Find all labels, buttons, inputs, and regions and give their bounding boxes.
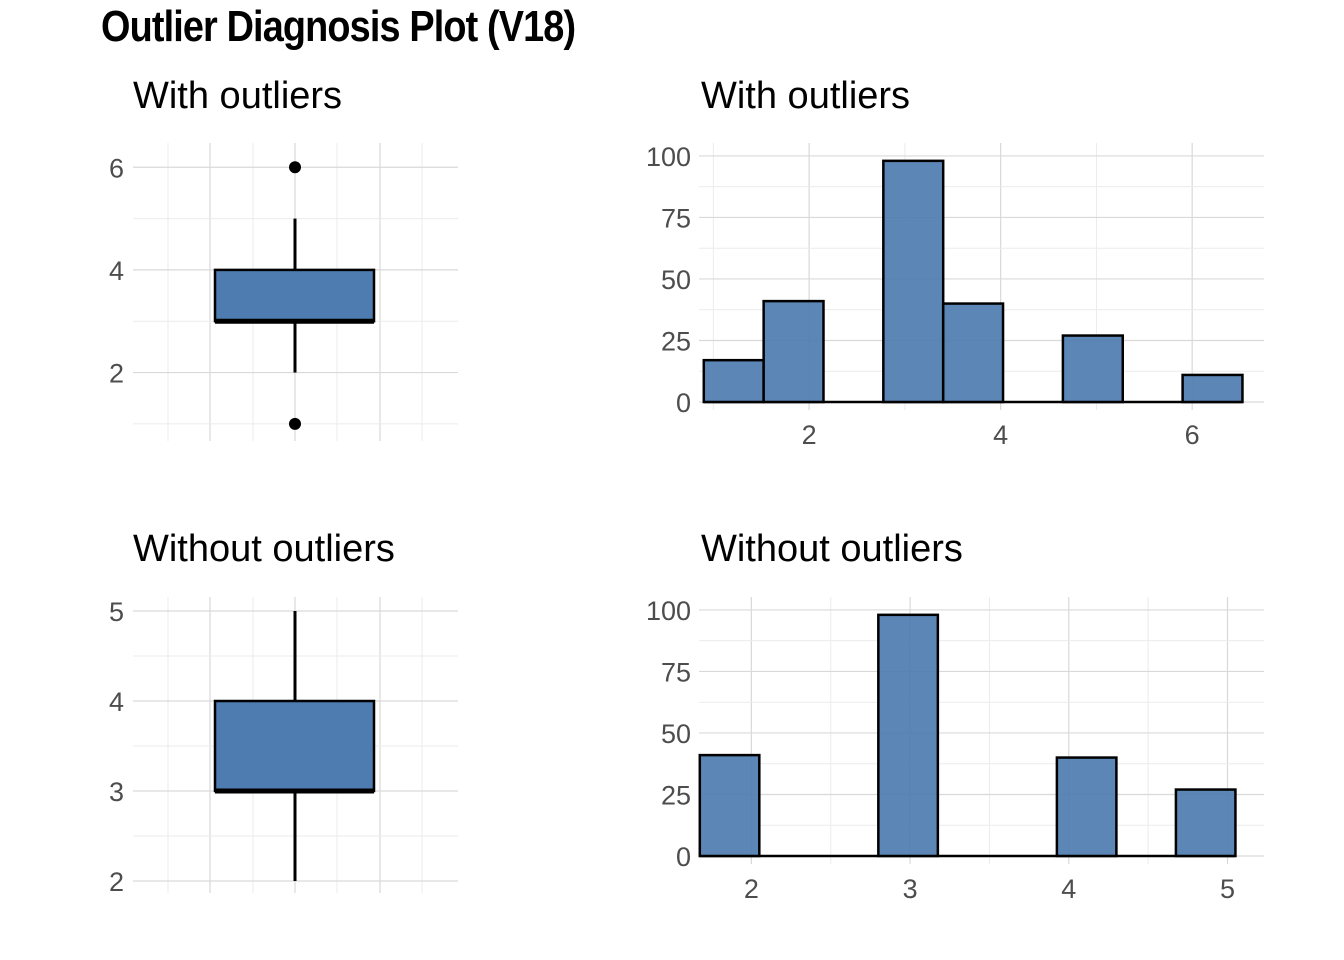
histogram-bar xyxy=(762,299,825,404)
histogram-with-outliers-panel: With outliers 0 25 50 75 100 2 4 6 xyxy=(646,75,1264,450)
histogram-bar xyxy=(1181,373,1244,404)
y-tick-label: 25 xyxy=(661,780,691,810)
y-tick-label: 5 xyxy=(109,597,124,627)
panel-title: Without outliers xyxy=(701,528,963,570)
box-iqr xyxy=(213,699,376,793)
y-tick-label: 3 xyxy=(109,777,124,807)
x-tick-label: 3 xyxy=(903,874,918,904)
y-tick-label: 0 xyxy=(676,842,691,872)
page-title: Outlier Diagnosis Plot (V18) xyxy=(101,2,576,51)
y-tick-label: 25 xyxy=(661,326,691,356)
histogram-bar xyxy=(1055,756,1118,858)
y-tick-label: 2 xyxy=(109,867,124,897)
x-tick-label: 4 xyxy=(993,420,1008,450)
box-iqr xyxy=(213,268,376,323)
histogram-bar xyxy=(882,159,945,404)
histogram-bar xyxy=(1174,788,1237,858)
boxplot-without-outliers-panel: Without outliers 2 3 4 5 xyxy=(109,528,458,897)
outlier-point xyxy=(289,417,301,430)
y-tick-label: 50 xyxy=(661,265,691,295)
histogram-bar xyxy=(877,613,940,858)
y-tick-label: 0 xyxy=(676,388,691,418)
x-tick-label: 5 xyxy=(1220,874,1235,904)
histogram-without-outliers-panel: Without outliers 0 25 50 75 100 2 3 4 5 xyxy=(646,528,1264,904)
y-tick-label: 100 xyxy=(646,596,691,626)
y-tick-label: 100 xyxy=(646,142,691,172)
y-tick-label: 4 xyxy=(109,687,124,717)
x-tick-label: 2 xyxy=(744,874,759,904)
x-tick-label: 2 xyxy=(802,420,817,450)
outlier-point xyxy=(289,161,301,174)
y-tick-label: 75 xyxy=(661,203,691,233)
x-tick-label: 6 xyxy=(1185,420,1200,450)
panel-title: With outliers xyxy=(133,75,342,117)
panel-title: Without outliers xyxy=(133,528,395,570)
x-tick-label: 4 xyxy=(1061,874,1076,904)
histogram-bar xyxy=(941,302,1005,404)
y-tick-label: 2 xyxy=(109,359,124,389)
y-tick-label: 4 xyxy=(109,256,124,286)
histogram-bar xyxy=(1061,334,1125,404)
y-tick-label: 75 xyxy=(661,657,691,687)
y-tick-label: 6 xyxy=(109,153,124,183)
boxplot-with-outliers-panel: With outliers 2 4 6 xyxy=(109,75,458,441)
y-tick-label: 50 xyxy=(661,719,691,749)
panel-title: With outliers xyxy=(701,75,910,117)
histogram-bar xyxy=(702,358,765,404)
histogram-bar xyxy=(698,753,761,858)
